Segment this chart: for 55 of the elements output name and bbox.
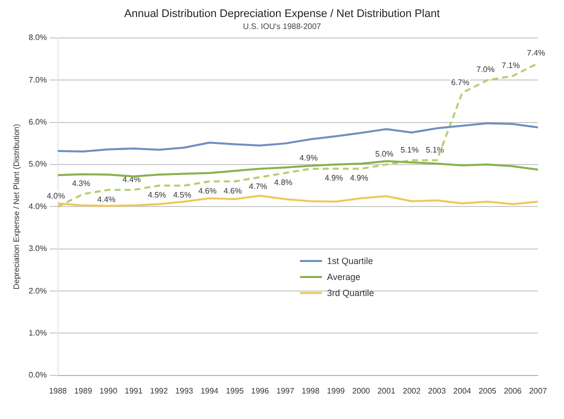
chart-subtitle: U.S. IOU's 1988-2007 (242, 22, 322, 31)
data-label: 4.4% (97, 194, 116, 204)
x-tick-label: 2002 (402, 386, 422, 396)
legend-label: 3rd Quartile (327, 288, 374, 298)
data-label: 4.5% (148, 190, 166, 200)
y-tick-label: 5.0% (28, 160, 47, 169)
y-tick-label: 6.0% (28, 118, 47, 127)
data-label: 4.9% (324, 174, 343, 183)
data-label: 5.1% (400, 145, 419, 154)
x-tick-label: 1993 (175, 386, 194, 396)
x-tick-label: 1997 (276, 386, 295, 396)
y-tick-label: 3.0% (28, 244, 47, 254)
x-tick-label: 2003 (428, 386, 446, 396)
data-label: 4.7% (248, 182, 268, 192)
y-tick-label: 2.0% (28, 286, 47, 296)
chart-title: Annual Distribution Depreciation Expense / Net Distribution Plant (123, 8, 441, 20)
x-tick-label: 2004 (453, 386, 472, 396)
x-tick-label: 1989 (74, 386, 93, 396)
y-tick-label: 0.0% (28, 370, 47, 380)
data-label: 4.3% (72, 179, 90, 188)
y-tick-label: 1.0% (28, 328, 47, 338)
data-label: 4.8% (274, 178, 292, 187)
x-tick-label: 1995 (226, 386, 244, 396)
x-tick-label: 1992 (150, 386, 168, 396)
y-tick-label: 4.0% (28, 202, 47, 211)
x-tick-label: 2007 (529, 386, 548, 396)
data-label: 7.1% (502, 60, 520, 70)
data-label: 6.7% (451, 78, 470, 87)
legend-label: Average (327, 272, 360, 282)
data-label: 4.6% (224, 186, 242, 196)
x-tick-label: 1998 (302, 386, 320, 396)
data-label: 4.0% (46, 192, 65, 201)
data-label: 5.1% (426, 145, 444, 154)
x-tick-label: 2005 (478, 386, 497, 396)
y-tick-label: 7.0% (28, 75, 47, 84)
x-tick-label: 2000 (352, 386, 371, 396)
x-tick-label: 2001 (377, 386, 396, 396)
data-label: 4.9% (299, 154, 318, 163)
data-label: 4.4% (122, 174, 141, 184)
legend-label: 1st Quartile (327, 256, 374, 266)
x-tick-label: 1990 (99, 386, 118, 396)
y-axis-title: Depreciation Expense / Net Plant (Distribution) (12, 124, 22, 290)
y-tick-label: 8.0% (28, 33, 47, 42)
x-tick-label: 1994 (200, 386, 219, 396)
data-label: 7.0% (476, 65, 495, 74)
x-tick-label: 1988 (48, 386, 68, 396)
x-tick-label: 1991 (124, 386, 144, 396)
data-label: 4.9% (350, 174, 368, 183)
data-label: 4.5% (173, 190, 192, 200)
x-tick-label: 1996 (251, 386, 270, 396)
data-label: 7.4% (526, 48, 546, 58)
x-tick-label: 1999 (326, 386, 346, 396)
x-tick-label: 2006 (504, 386, 522, 396)
data-label: 5.0% (375, 150, 394, 159)
data-label: 4.6% (198, 186, 217, 196)
